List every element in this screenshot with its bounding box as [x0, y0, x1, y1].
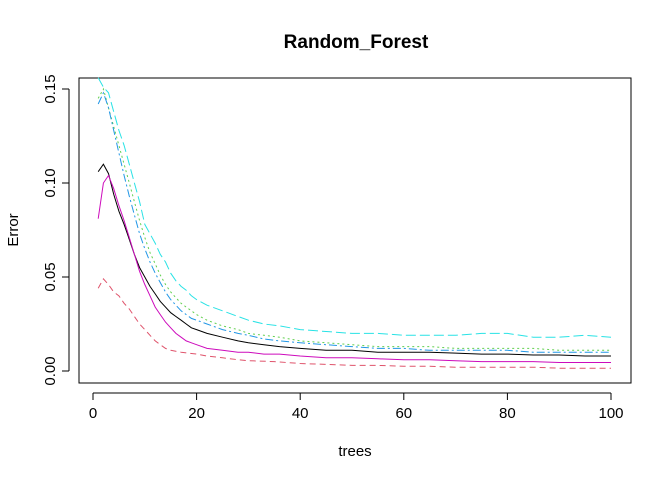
- y-axis: 0.00 0.05 0.10 0.15: [42, 74, 70, 386]
- x-axis: 0 20 40 60 80 100: [89, 392, 624, 422]
- x-tick-label: 80: [499, 405, 516, 422]
- y-axis-label: Error: [5, 213, 22, 246]
- x-tick-label: 0: [89, 405, 97, 422]
- y-tick-label: 0.15: [42, 74, 59, 103]
- x-axis-label: trees: [338, 443, 371, 460]
- series-line-2: [97, 278, 611, 369]
- x-tick-label: 40: [292, 405, 309, 422]
- y-tick-label: 0.05: [42, 262, 59, 291]
- y-tick-label: 0.00: [42, 356, 59, 385]
- series-line-5: [97, 77, 612, 338]
- series-line-1: [97, 163, 611, 357]
- y-tick-label: 0.10: [42, 168, 59, 197]
- series-line-3: [97, 87, 611, 351]
- x-tick-label: 60: [395, 405, 412, 422]
- plot-frame: [78, 77, 632, 384]
- chart-title: Random_Forest: [284, 32, 429, 53]
- series-line-6: [97, 174, 611, 363]
- x-tick-label: 100: [598, 405, 623, 422]
- x-tick-label: 20: [188, 405, 205, 422]
- plot-lines: [97, 77, 612, 369]
- series-line-4: [97, 91, 611, 353]
